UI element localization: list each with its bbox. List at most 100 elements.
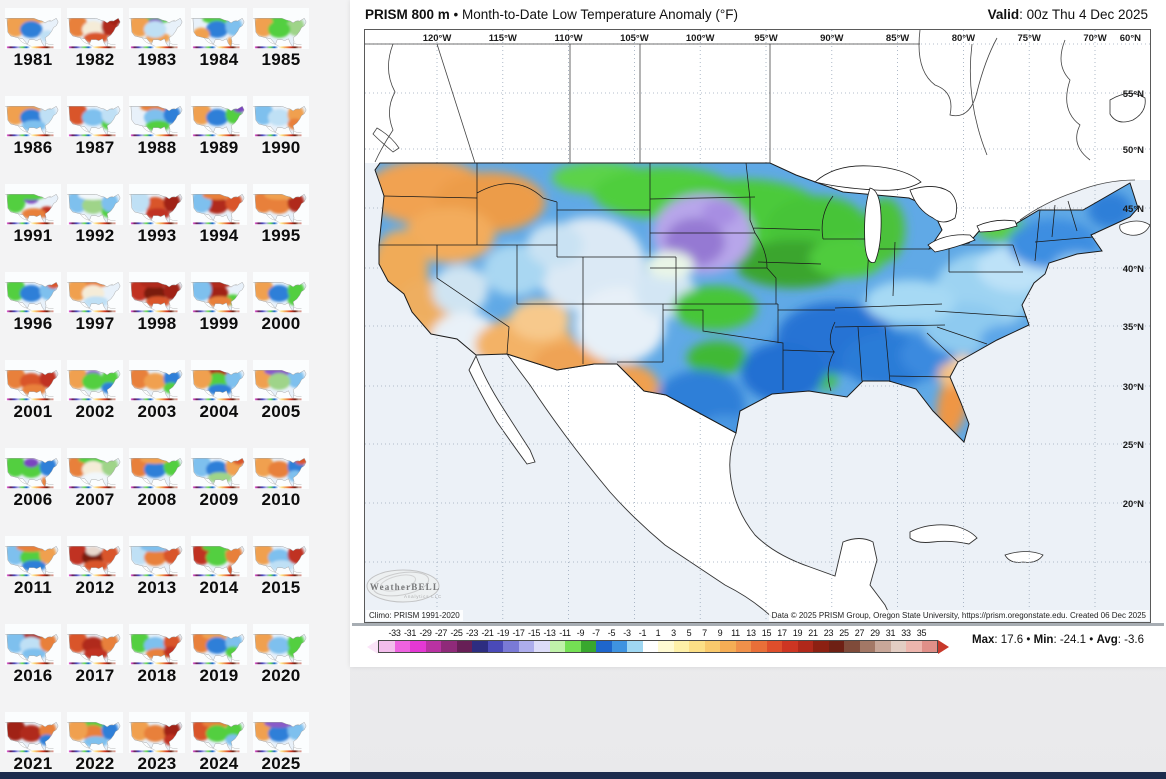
colorbar-segment: [642, 641, 658, 652]
year-thumbnail-2019[interactable]: 2019: [191, 624, 247, 686]
lon-label: 120°W: [423, 33, 452, 44]
colorbar-tick-label: 23: [823, 628, 834, 638]
year-thumbnail-2005[interactable]: 2005: [253, 360, 309, 422]
year-thumbnail-1998[interactable]: 1998: [129, 272, 185, 334]
mini-map: [67, 360, 123, 401]
colorbar-tick-label: -17: [512, 628, 525, 638]
year-label: 1994: [199, 226, 239, 245]
year-thumbnail-2024[interactable]: 2024: [191, 712, 247, 774]
year-thumbnail-1995[interactable]: 1995: [253, 184, 309, 246]
lat-label: 50°N: [1123, 145, 1144, 156]
year-thumbnail-2020[interactable]: 2020: [253, 624, 309, 686]
year-label: 1990: [261, 138, 301, 157]
conus-anomaly-map-svg: WeatherBELL Analytics LLC 120°W 115°W 110°…: [365, 30, 1150, 620]
year-thumbnail-1990[interactable]: 1990: [253, 96, 309, 158]
colorbar-segment: [720, 641, 736, 652]
lat-label: 55°N: [1123, 89, 1144, 100]
mini-map: [5, 184, 61, 225]
year-label: 2014: [199, 578, 239, 597]
mini-map: [129, 624, 185, 665]
mini-map: [5, 272, 61, 313]
year-thumbnail-1999[interactable]: 1999: [191, 272, 247, 334]
year-thumbnail-1997[interactable]: 1997: [67, 272, 123, 334]
year-thumbnail-1994[interactable]: 1994: [191, 184, 247, 246]
year-thumbnail-2006[interactable]: 2006: [5, 448, 61, 510]
colorbar-tick-label: 31: [885, 628, 896, 638]
year-thumbnail-2011[interactable]: 2011: [5, 536, 61, 598]
mini-map: [129, 712, 185, 753]
year-thumbnail-1985[interactable]: 1985: [253, 8, 309, 70]
year-thumbnail-2015[interactable]: 2015: [253, 536, 309, 598]
mini-map: [191, 712, 247, 753]
year-thumbnail-2018[interactable]: 2018: [129, 624, 185, 686]
colorbar-tick-label: 7: [702, 628, 707, 638]
year-thumbnail-1982[interactable]: 1982: [67, 8, 123, 70]
year-label: 2002: [75, 402, 115, 421]
colorbar-segment: [689, 641, 705, 652]
year-label: 1985: [261, 50, 301, 69]
colorbar-tick-label: 29: [870, 628, 880, 638]
year-thumbnail-2012[interactable]: 2012: [67, 536, 123, 598]
year-thumbnail-1988[interactable]: 1988: [129, 96, 185, 158]
year-thumbnail-2008[interactable]: 2008: [129, 448, 185, 510]
year-label: 1999: [199, 314, 239, 333]
mini-map: [67, 8, 123, 49]
stats-separator: •: [1086, 634, 1097, 646]
year-thumbnail-1986[interactable]: 1986: [5, 96, 61, 158]
year-thumbnail-1992[interactable]: 1992: [67, 184, 123, 246]
colorbar-segment: [580, 641, 596, 652]
colorbar-tick-label: -31: [403, 628, 417, 638]
year-thumbnail-2013[interactable]: 2013: [129, 536, 185, 598]
mini-map: [191, 184, 247, 225]
year-thumbnail-1991[interactable]: 1991: [5, 184, 61, 246]
year-thumbnail-2007[interactable]: 2007: [67, 448, 123, 510]
max-value: : 17.6: [994, 634, 1024, 646]
lon-label: 105°W: [620, 33, 649, 44]
mini-map: [129, 8, 185, 49]
year-thumbnail-2001[interactable]: 2001: [5, 360, 61, 422]
year-label: 2010: [261, 490, 301, 509]
year-label: 1996: [13, 314, 53, 333]
colorbar-segment: [394, 641, 410, 652]
colorbar-segment: [751, 641, 767, 652]
year-thumbnail-2014[interactable]: 2014: [191, 536, 247, 598]
year-thumbnail-2025[interactable]: 2025: [253, 712, 309, 774]
lon-label: 100°W: [686, 33, 715, 44]
year-thumbnail-1989[interactable]: 1989: [191, 96, 247, 158]
year-thumbnail-1993[interactable]: 1993: [129, 184, 185, 246]
year-thumbnail-1987[interactable]: 1987: [67, 96, 123, 158]
year-thumbnail-2004[interactable]: 2004: [191, 360, 247, 422]
stats-separator: •: [1023, 634, 1034, 646]
year-thumbnail-2016[interactable]: 2016: [5, 624, 61, 686]
colorbar-segment: [503, 641, 519, 652]
colorbar-right-arrow: [938, 639, 949, 654]
mini-map: [129, 360, 185, 401]
mini-map: [129, 184, 185, 225]
colorbar-tick-label: 19: [792, 628, 803, 638]
year-thumbnail-1983[interactable]: 1983: [129, 8, 185, 70]
year-thumbnail-2009[interactable]: 2009: [191, 448, 247, 510]
colorbar-tick-label: 9: [717, 628, 723, 638]
year-label: 2021: [13, 754, 53, 773]
lat-label: 60°N: [1120, 33, 1141, 44]
colorbar-tick-label: 13: [746, 628, 756, 638]
year-thumbnail-2023[interactable]: 2023: [129, 712, 185, 774]
year-thumbnail-1996[interactable]: 1996: [5, 272, 61, 334]
year-thumbnail-2022[interactable]: 2022: [67, 712, 123, 774]
year-thumbnail-1984[interactable]: 1984: [191, 8, 247, 70]
year-label: 1991: [13, 226, 53, 245]
year-thumbnail-2002[interactable]: 2002: [67, 360, 123, 422]
mini-map: [67, 448, 123, 489]
colorbar-segment: [379, 641, 395, 652]
year-thumbnail-1981[interactable]: 1981: [5, 8, 61, 70]
year-thumbnail-2021[interactable]: 2021: [5, 712, 61, 774]
year-thumbnail-2003[interactable]: 2003: [129, 360, 185, 422]
mini-map: [5, 536, 61, 577]
year-thumbnail-2017[interactable]: 2017: [67, 624, 123, 686]
year-thumbnail-2000[interactable]: 2000: [253, 272, 309, 334]
year-thumbnail-2010[interactable]: 2010: [253, 448, 309, 510]
mini-map: [5, 8, 61, 49]
year-label: 2005: [261, 402, 301, 421]
year-label: 2023: [137, 754, 177, 773]
year-label: 2007: [75, 490, 115, 509]
